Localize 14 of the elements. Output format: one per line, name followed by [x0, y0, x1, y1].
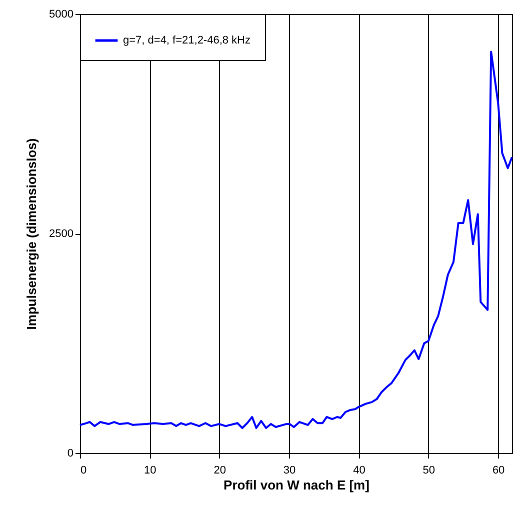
x-tick-label: 10 [144, 464, 156, 476]
x-tick-label: 20 [214, 464, 226, 476]
y-tick-label: 2500 [49, 228, 74, 240]
x-tick-label: 40 [353, 464, 366, 476]
y-axis-title: Impulsenergie (dimensionslos) [24, 138, 40, 330]
legend-label: g=7, d=4, f=21,2-46,8 kHz [123, 34, 251, 46]
x-tick-label: 30 [283, 464, 296, 476]
x-tick-label: 60 [492, 464, 505, 476]
y-tick-label: 5000 [49, 8, 74, 20]
x-tick-label: 0 [80, 464, 87, 476]
x-axis-title: Profil von W nach E [m] [224, 478, 370, 492]
line-series [79, 50, 513, 429]
x-tick-label: 50 [422, 464, 436, 476]
y-tick-label: 0 [67, 448, 74, 460]
